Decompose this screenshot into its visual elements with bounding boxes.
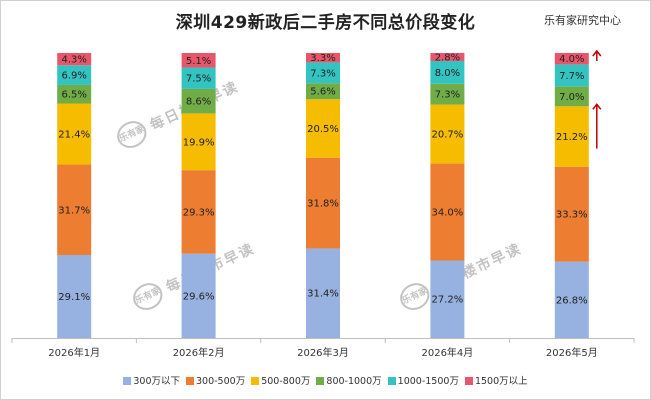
bar-segment bbox=[306, 62, 340, 84]
data-label: 7.3% bbox=[310, 68, 335, 79]
bar-segment bbox=[554, 166, 589, 262]
bar-segment bbox=[181, 53, 216, 68]
data-label: 7.7% bbox=[559, 71, 584, 82]
data-label: 3.3% bbox=[310, 53, 335, 64]
legend-item: 1000-1500万 bbox=[387, 373, 459, 387]
legend-item: 500-800万 bbox=[251, 373, 310, 387]
bar-segment bbox=[306, 53, 340, 63]
up-arrow-icon bbox=[592, 49, 602, 61]
legend-label: 300-500万 bbox=[196, 376, 246, 387]
chart-title: 深圳429新政后二手房不同总价段变化 bbox=[175, 13, 476, 33]
data-label: 31.4% bbox=[307, 289, 339, 300]
data-label: 7.5% bbox=[186, 74, 211, 85]
data-label: 27.2% bbox=[432, 295, 464, 306]
data-label: 21.2% bbox=[556, 132, 588, 143]
data-label: 6.9% bbox=[61, 71, 86, 82]
bar-segment bbox=[181, 113, 216, 171]
x-tick-label: 2026年1月 bbox=[48, 346, 100, 359]
x-tick-label: 2026年5月 bbox=[546, 346, 598, 359]
bar-segment bbox=[57, 84, 92, 104]
data-label: 21.4% bbox=[58, 130, 90, 141]
bar-segment bbox=[306, 99, 340, 158]
bar-segment bbox=[57, 164, 92, 255]
data-label: 7.3% bbox=[435, 90, 460, 101]
data-label: 31.7% bbox=[58, 205, 90, 216]
data-label: 29.3% bbox=[183, 207, 215, 218]
data-label: 31.8% bbox=[307, 199, 339, 210]
legend-item: 300-500万 bbox=[186, 373, 245, 387]
bar-segment bbox=[57, 103, 92, 165]
data-label: 19.9% bbox=[183, 137, 215, 148]
bar-segment bbox=[306, 83, 340, 100]
bar-segment bbox=[57, 254, 92, 338]
bar-segment bbox=[430, 163, 465, 261]
data-label: 4.0% bbox=[559, 54, 584, 65]
x-tick-label: 2026年4月 bbox=[421, 346, 473, 359]
data-label: 8.0% bbox=[435, 68, 460, 79]
legend-label: 800-1000万 bbox=[326, 376, 382, 387]
bar-segment bbox=[57, 53, 92, 66]
data-label: 20.5% bbox=[307, 124, 339, 135]
bar-segment bbox=[57, 65, 92, 85]
data-label: 29.6% bbox=[183, 291, 215, 302]
data-label: 26.8% bbox=[556, 295, 588, 306]
data-label: 6.5% bbox=[61, 90, 86, 101]
bar-segment bbox=[430, 60, 465, 84]
legend-label: 1000-1500万 bbox=[397, 376, 459, 387]
data-label: 20.7% bbox=[432, 130, 464, 141]
source-label: 乐有家研究中心 bbox=[544, 14, 621, 27]
data-label: 4.3% bbox=[61, 55, 86, 66]
bar-segment bbox=[181, 253, 216, 338]
legend-label: 300万以下 bbox=[133, 376, 180, 387]
bar-segment bbox=[430, 260, 465, 338]
bar-segment bbox=[554, 261, 589, 338]
legend-swatch bbox=[387, 377, 396, 385]
legend-swatch bbox=[186, 377, 194, 385]
data-label: 29.1% bbox=[58, 292, 90, 303]
legend-swatch bbox=[316, 377, 325, 385]
data-label: 33.3% bbox=[556, 210, 588, 221]
x-tick-label: 2026年3月 bbox=[297, 346, 349, 359]
data-label: 8.6% bbox=[186, 97, 211, 108]
bar-segment bbox=[181, 88, 216, 114]
up-arrow-icon bbox=[592, 103, 602, 149]
legend-item: 1500万以上 bbox=[464, 373, 528, 387]
bar-segment bbox=[181, 67, 216, 89]
data-label: 34.0% bbox=[432, 208, 464, 219]
legend-item: 800-1000万 bbox=[316, 373, 382, 387]
bar-segment bbox=[430, 53, 465, 61]
bar-segment bbox=[306, 157, 340, 249]
legend-label: 1500万以上 bbox=[474, 376, 528, 387]
legend-swatch bbox=[251, 377, 260, 385]
bar-segment bbox=[181, 170, 216, 254]
bar-segment bbox=[306, 248, 340, 338]
x-tick-label: 2026年2月 bbox=[173, 346, 225, 359]
bar-segment bbox=[430, 104, 465, 164]
data-label: 5.6% bbox=[310, 87, 335, 98]
bar-segment bbox=[554, 64, 589, 87]
legend-label: 500-800万 bbox=[261, 376, 311, 387]
bar-segment bbox=[554, 106, 589, 167]
bar-segment bbox=[554, 53, 589, 65]
data-label: 5.1% bbox=[186, 56, 211, 67]
legend-swatch bbox=[464, 377, 473, 385]
chart-legend: 300万以下 300-500万 500-800万 800-1000万 1000-1500… bbox=[0, 373, 651, 387]
legend-item: 300万以下 bbox=[123, 373, 180, 387]
bar-segment bbox=[430, 83, 465, 105]
data-label: 7.0% bbox=[559, 92, 584, 103]
bar-segment bbox=[554, 86, 589, 107]
data-label: 2.8% bbox=[435, 52, 460, 63]
legend-swatch bbox=[123, 377, 132, 385]
